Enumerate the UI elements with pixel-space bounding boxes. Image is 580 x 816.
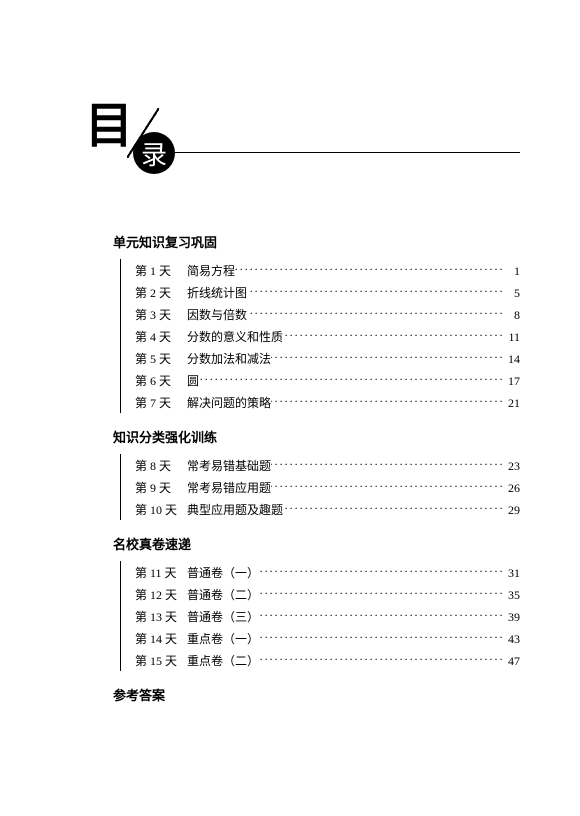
toc-row: 第 10 天典型应用题及趣题 29	[135, 498, 520, 520]
title-char-lu: 录	[141, 135, 167, 172]
page-number: 47	[504, 655, 520, 667]
toc-section: 单元知识复习巩固 第 1 天简易方程 1 第 2 天折线统计图 5 第 3 天因数与…	[113, 232, 520, 413]
toc-row: 第 9 天常考易错应用题 26	[135, 476, 520, 498]
toc-row: 第 3 天因数与倍数 8	[135, 303, 520, 325]
section-title: 单元知识复习巩固	[113, 232, 520, 251]
section-body: 第 1 天简易方程 1 第 2 天折线统计图 5 第 3 天因数与倍数 8 第 4 天…	[120, 259, 520, 413]
page-number: 17	[504, 375, 520, 387]
day-label: 第 9 天	[135, 482, 187, 494]
page-number: 5	[504, 287, 520, 299]
toc-row: 第 2 天折线统计图 5	[135, 281, 520, 303]
section-title: 名校真卷速递	[113, 534, 520, 553]
dot-leader	[199, 373, 504, 385]
page-number: 14	[504, 353, 520, 365]
day-label: 第 1 天	[135, 265, 187, 277]
title-char-mu: 目	[85, 86, 133, 156]
page-number: 21	[504, 397, 520, 409]
day-label: 第 14 天	[135, 633, 187, 645]
toc-row: 第 5 天分数加法和减法 14	[135, 347, 520, 369]
day-label: 第 13 天	[135, 611, 187, 623]
day-label: 第 12 天	[135, 589, 187, 601]
dot-leader	[247, 285, 504, 297]
day-label: 第 8 天	[135, 460, 187, 472]
dot-leader	[283, 502, 504, 514]
toc-row: 第 8 天常考易错基础题 23	[135, 454, 520, 476]
topic-label: 重点卷（一）	[187, 633, 259, 645]
section-body: 第 11 天普通卷（一） 31 第 12 天普通卷（二） 35 第 13 天普通卷（…	[120, 561, 520, 671]
page-number: 8	[504, 309, 520, 321]
toc-section: 名校真卷速递 第 11 天普通卷（一） 31 第 12 天普通卷（二） 35 第 1…	[113, 534, 520, 671]
toc-row: 第 6 天圆 17	[135, 369, 520, 391]
topic-label: 因数与倍数	[187, 309, 247, 321]
day-label: 第 6 天	[135, 375, 187, 387]
day-label: 第 11 天	[135, 567, 187, 579]
topic-label: 圆	[187, 375, 199, 387]
toc-row: 第 4 天分数的意义和性质 11	[135, 325, 520, 347]
topic-label: 简易方程	[187, 265, 235, 277]
page-number: 29	[504, 504, 520, 516]
dot-leader	[247, 307, 504, 319]
answer-section-title: 参考答案	[113, 685, 520, 704]
header-rule	[175, 152, 520, 153]
page-number: 11	[504, 331, 520, 343]
page-number: 43	[504, 633, 520, 645]
page-number: 26	[504, 482, 520, 494]
topic-label: 普通卷（一）	[187, 567, 259, 579]
topic-label: 重点卷（二）	[187, 655, 259, 667]
topic-label: 普通卷（三）	[187, 611, 259, 623]
toc-row: 第 13 天普通卷（三） 39	[135, 605, 520, 627]
topic-label: 分数的意义和性质	[187, 331, 283, 343]
dot-leader	[259, 631, 504, 643]
dot-leader	[235, 263, 504, 275]
toc-row: 第 7 天解决问题的策略 21	[135, 391, 520, 413]
day-label: 第 4 天	[135, 331, 187, 343]
dot-leader	[283, 329, 504, 341]
dot-leader	[271, 395, 504, 407]
toc-row: 第 11 天普通卷（一） 31	[135, 561, 520, 583]
page-number: 31	[504, 567, 520, 579]
day-label: 第 2 天	[135, 287, 187, 299]
topic-label: 普通卷（二）	[187, 589, 259, 601]
dot-leader	[271, 458, 504, 470]
title-circle: 录	[133, 132, 175, 174]
topic-label: 解决问题的策略	[187, 397, 271, 409]
dot-leader	[259, 565, 504, 577]
day-label: 第 7 天	[135, 397, 187, 409]
dot-leader	[259, 587, 504, 599]
day-label: 第 10 天	[135, 504, 187, 516]
page-number: 39	[504, 611, 520, 623]
topic-label: 常考易错基础题	[187, 460, 271, 472]
topic-label: 常考易错应用题	[187, 482, 271, 494]
page-number: 23	[504, 460, 520, 472]
toc-row: 第 12 天普通卷（二） 35	[135, 583, 520, 605]
section-body: 第 8 天常考易错基础题 23 第 9 天常考易错应用题 26 第 10 天典型应用…	[120, 454, 520, 520]
toc-row: 第 15 天重点卷（二） 47	[135, 649, 520, 671]
dot-leader	[271, 480, 504, 492]
topic-label: 分数加法和减法	[187, 353, 271, 365]
section-title: 知识分类强化训练	[113, 427, 520, 446]
day-label: 第 3 天	[135, 309, 187, 321]
dot-leader	[271, 351, 504, 363]
toc-row: 第 1 天简易方程 1	[135, 259, 520, 281]
dot-leader	[259, 653, 504, 665]
topic-label: 典型应用题及趣题	[187, 504, 283, 516]
toc-row: 第 14 天重点卷（一） 43	[135, 627, 520, 649]
day-label: 第 15 天	[135, 655, 187, 667]
day-label: 第 5 天	[135, 353, 187, 365]
dot-leader	[259, 609, 504, 621]
page-number: 1	[504, 265, 520, 277]
page-number: 35	[504, 589, 520, 601]
toc-content: 单元知识复习巩固 第 1 天简易方程 1 第 2 天折线统计图 5 第 3 天因数与…	[113, 232, 520, 704]
toc-section: 知识分类强化训练 第 8 天常考易错基础题 23 第 9 天常考易错应用题 26 第…	[113, 427, 520, 520]
topic-label: 折线统计图	[187, 287, 247, 299]
